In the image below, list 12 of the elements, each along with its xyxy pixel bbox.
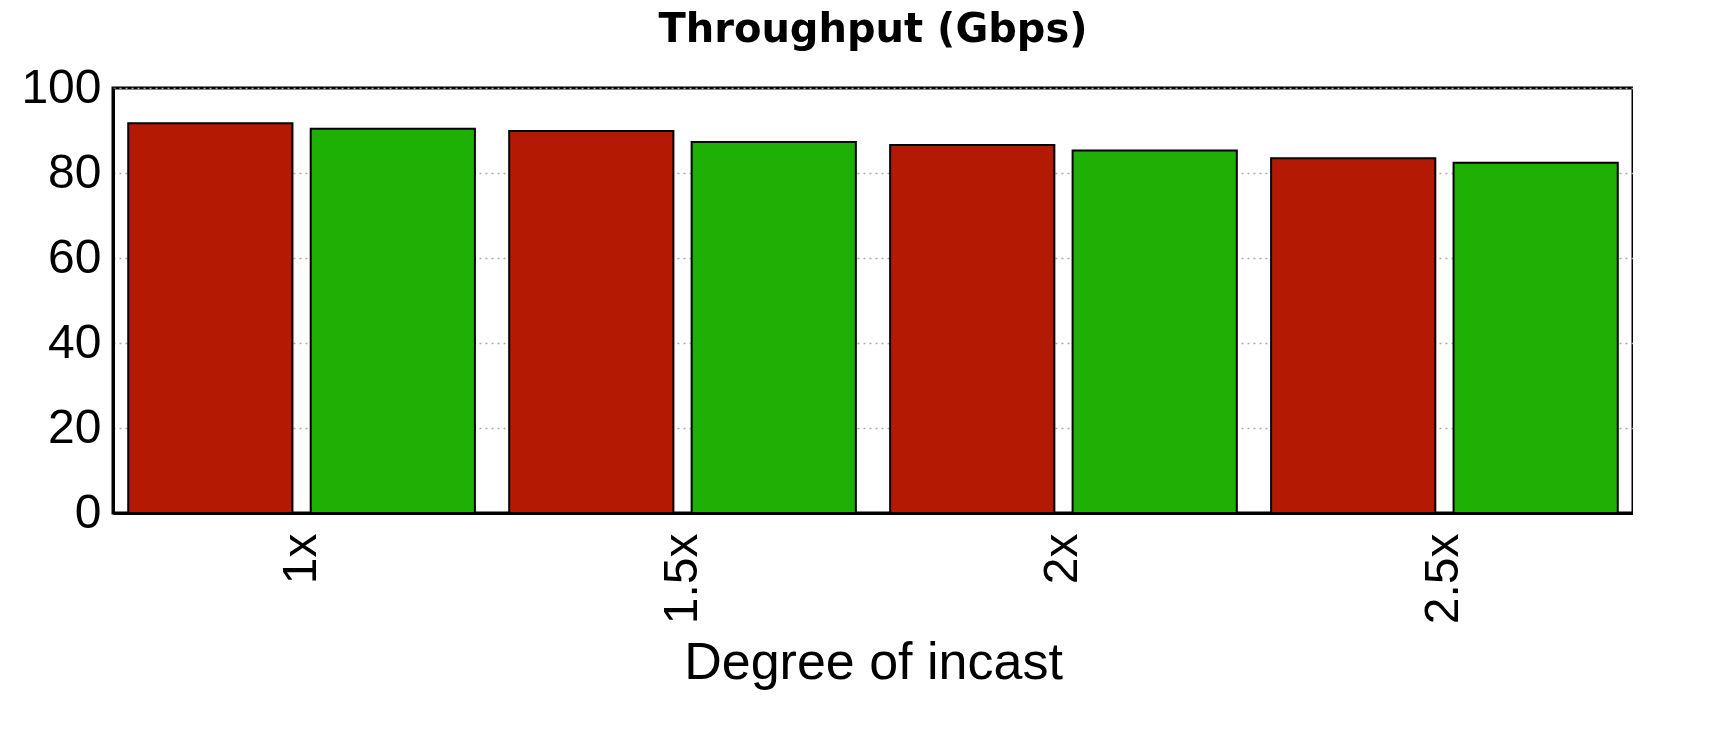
y-tick-label: 20 [48, 399, 102, 453]
x-tick-label: 1.5x [653, 533, 707, 625]
y-tick-label: 40 [48, 314, 102, 368]
x-tick-label: 1x [272, 533, 326, 585]
x-tick-label: 2x [1034, 533, 1088, 585]
x-tick-label: 2.5x [1415, 533, 1469, 625]
y-tick-label: 0 [74, 484, 102, 538]
y-tick-label: 60 [48, 229, 102, 283]
y-tick-label: 100 [21, 59, 102, 113]
chart-title: Throughput (Gbps) [658, 5, 1088, 51]
y-tick-label: 80 [48, 144, 102, 198]
x-axis-title: Degree of incast [684, 632, 1064, 691]
